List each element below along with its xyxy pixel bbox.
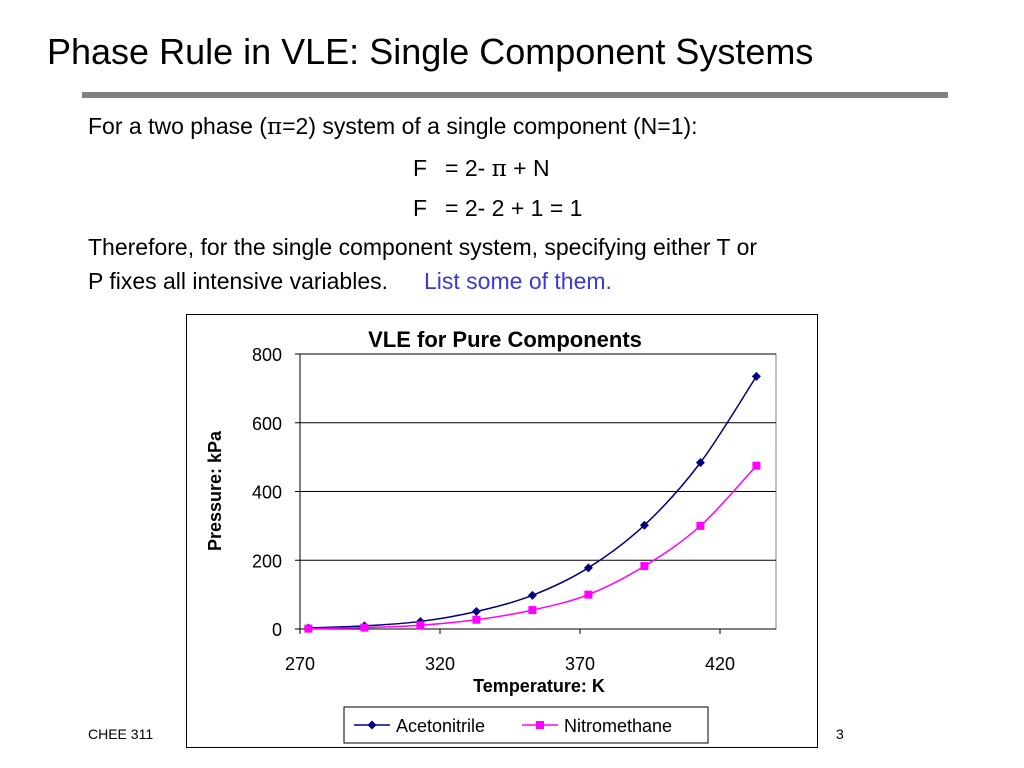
equation-1-rhs: = 2- π + N	[445, 155, 550, 182]
x-tick-label: 320	[425, 654, 455, 674]
vle-chart: VLE for Pure Components 0 200 400 600 800 270 3…	[205, 327, 777, 744]
y-axis-label: Pressure: kPa	[205, 430, 225, 551]
legend-marker-nitromethane	[536, 721, 544, 729]
therefore-line-1: Therefore, for the single component syst…	[88, 234, 758, 260]
data-point-acetonitrile	[471, 606, 481, 616]
x-tick-label: 420	[705, 654, 735, 674]
chart-frame: VLE for Pure Components 0 200 400 600 800 270 3…	[186, 314, 818, 748]
list-some-link[interactable]: List some of them.	[424, 268, 612, 294]
therefore-line-2: P fixes all intensive variables. List som…	[88, 268, 612, 296]
x-tick-label: 370	[565, 654, 595, 674]
x-tick-label: 270	[285, 654, 315, 674]
slide-title: Phase Rule in VLE: Single Component Syst…	[47, 31, 814, 72]
legend-label-acetonitrile: Acetonitrile	[396, 716, 485, 736]
data-point-nitromethane	[696, 521, 705, 530]
data-point-nitromethane	[640, 562, 649, 571]
equation-2-rhs: = 2- 2 + 1 = 1	[445, 195, 583, 221]
data-point-nitromethane	[416, 621, 425, 630]
legend-marker-acetonitrile	[367, 720, 377, 730]
data-point-nitromethane	[304, 624, 313, 633]
data-point-acetonitrile	[583, 563, 593, 573]
data-point-nitromethane	[360, 623, 369, 632]
title-underline	[82, 92, 948, 98]
data-point-acetonitrile	[695, 458, 705, 468]
data-point-acetonitrile	[751, 371, 761, 381]
page-number: 3	[836, 726, 844, 742]
x-axis-label: Temperature: K	[473, 676, 605, 696]
intro-line: For a two phase (π=2) system of a single…	[88, 113, 698, 142]
legend-label-nitromethane: Nitromethane	[564, 716, 672, 736]
pi-symbol: π	[266, 114, 283, 140]
data-point-nitromethane	[472, 615, 481, 624]
y-tick-label: 200	[252, 551, 282, 571]
equation-2-lhs: F	[413, 195, 428, 221]
data-point-nitromethane	[528, 606, 537, 615]
y-tick-label: 400	[252, 483, 282, 503]
data-point-nitromethane	[752, 461, 761, 470]
chart-title: VLE for Pure Components	[368, 327, 642, 352]
intro-prefix: For a two phase (	[88, 113, 267, 139]
data-point-nitromethane	[584, 590, 593, 599]
y-tick-label: 600	[252, 414, 282, 434]
equation-1-pi: π	[491, 156, 507, 182]
equation-1-lhs: F	[413, 155, 428, 181]
equation-1-rhs-a: = 2-	[445, 155, 492, 181]
y-tick-label: 800	[252, 345, 282, 365]
y-tick-label: 0	[272, 620, 282, 640]
intro-suffix: =2) system of a single component (N=1):	[282, 113, 698, 139]
footer-course: CHEE 311	[88, 726, 154, 742]
therefore-text: P fixes all intensive variables.	[88, 268, 388, 294]
data-point-acetonitrile	[527, 590, 537, 600]
equation-1-rhs-b: + N	[506, 155, 550, 181]
data-point-acetonitrile	[639, 520, 649, 530]
